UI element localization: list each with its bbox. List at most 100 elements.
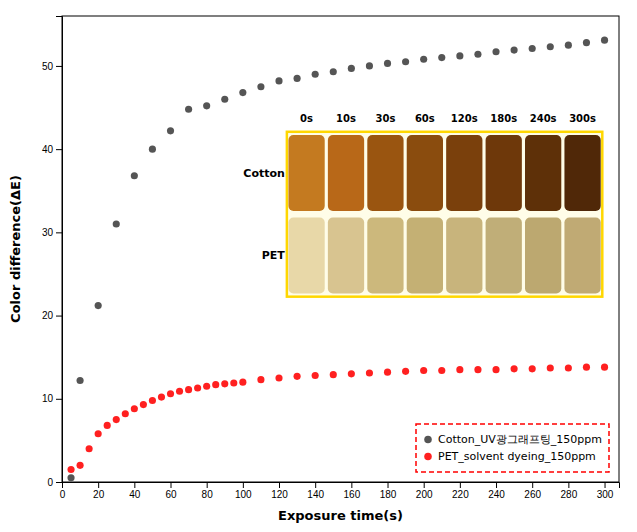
- tick-label: 160: [344, 489, 361, 500]
- tick-mark: [56, 482, 62, 483]
- point: [565, 42, 572, 49]
- legend-marker: [424, 453, 432, 461]
- tick-mark: [315, 482, 316, 488]
- tick-label: 300: [597, 489, 614, 500]
- swatch: [407, 135, 443, 211]
- tick-mark: [56, 66, 62, 67]
- point: [257, 376, 264, 383]
- point: [149, 397, 156, 404]
- swatch-column-label: 120s: [451, 113, 478, 124]
- tick: 220: [452, 482, 469, 500]
- swatch-column-label: 0s: [300, 113, 313, 124]
- tick-label: 100: [235, 489, 252, 500]
- swatch: [525, 218, 561, 294]
- y-axis-title: Color difference(ΔE): [8, 175, 23, 323]
- tick: 100: [235, 482, 252, 500]
- point: [221, 96, 228, 103]
- swatch: [367, 135, 403, 211]
- tick-label: 40: [129, 489, 141, 500]
- tick-mark: [207, 482, 208, 488]
- swatch: [564, 218, 600, 294]
- point: [348, 370, 355, 377]
- tick-label: 280: [561, 489, 578, 500]
- point: [547, 364, 554, 371]
- swatch-row-label: PET: [262, 249, 286, 262]
- tick: 20: [93, 482, 105, 500]
- tick-mark: [56, 316, 62, 317]
- tick-label: 180: [380, 489, 397, 500]
- point: [176, 388, 183, 395]
- chart: 0204060801001201401601802002202402602803…: [0, 0, 637, 532]
- tick: 50: [42, 61, 62, 72]
- point: [140, 401, 147, 408]
- tick: 40: [129, 482, 141, 500]
- tick: 60: [165, 482, 177, 500]
- point: [221, 380, 228, 387]
- tick-mark: [98, 482, 99, 488]
- tick-mark: [496, 482, 497, 488]
- tick-label: 240: [488, 489, 505, 500]
- tick: 280: [561, 482, 578, 500]
- tick: 30: [42, 227, 62, 238]
- point: [194, 384, 201, 391]
- point: [203, 383, 210, 390]
- point: [456, 366, 463, 373]
- point: [203, 102, 210, 109]
- tick-mark: [171, 482, 172, 488]
- tick: 180: [380, 482, 397, 500]
- point: [601, 37, 608, 44]
- point: [420, 367, 427, 374]
- plot-frame: [62, 16, 619, 482]
- legend-label: PET_solvent dyeing_150ppm: [438, 450, 596, 463]
- point: [113, 220, 120, 227]
- tick-mark: [351, 482, 352, 488]
- swatch-row-label: Cotton: [243, 167, 285, 180]
- point: [230, 379, 237, 386]
- tick-label: 260: [524, 489, 541, 500]
- tick-label: 0: [60, 489, 66, 500]
- point: [330, 371, 337, 378]
- tick-mark: [56, 399, 62, 400]
- point: [348, 65, 355, 72]
- series: [67, 37, 608, 482]
- point: [104, 422, 111, 429]
- swatch-frame: [287, 132, 602, 297]
- tick-label: 10: [42, 393, 54, 404]
- point: [529, 365, 536, 372]
- tick-mark: [279, 482, 280, 488]
- point: [402, 368, 409, 375]
- swatch: [288, 135, 324, 211]
- point: [402, 58, 409, 65]
- point: [565, 364, 572, 371]
- point: [95, 302, 102, 309]
- point: [185, 106, 192, 113]
- swatch-inset: CottonPET0s10s30s60s120s180s240s300s: [243, 113, 602, 297]
- point: [366, 62, 373, 69]
- legend-item: PET_solvent dyeing_150ppm: [424, 450, 596, 463]
- tick: 40: [42, 144, 62, 155]
- swatch: [525, 135, 561, 211]
- point: [77, 377, 84, 384]
- x-axis: 0204060801001201401601802002202402602803…: [60, 482, 620, 500]
- points: [67, 37, 608, 482]
- tick-mark: [424, 482, 425, 488]
- tick-label: 20: [93, 489, 105, 500]
- point: [492, 366, 499, 373]
- plot: 0204060801001201401601802002202402602803…: [8, 16, 620, 523]
- tick: 200: [416, 482, 433, 500]
- tick-mark: [532, 482, 533, 488]
- point: [131, 172, 138, 179]
- point: [529, 45, 536, 52]
- point: [149, 146, 156, 153]
- swatch: [367, 218, 403, 294]
- series: [67, 364, 608, 473]
- point: [95, 430, 102, 437]
- tick-mark: [134, 482, 135, 488]
- point: [511, 47, 518, 54]
- swatch-column-label: 300s: [569, 113, 596, 124]
- swatch: [407, 218, 443, 294]
- point: [438, 54, 445, 61]
- swatch: [486, 135, 522, 211]
- swatch: [328, 218, 364, 294]
- legend-item: Cotton_UV광그래프팅_150ppm: [424, 433, 602, 446]
